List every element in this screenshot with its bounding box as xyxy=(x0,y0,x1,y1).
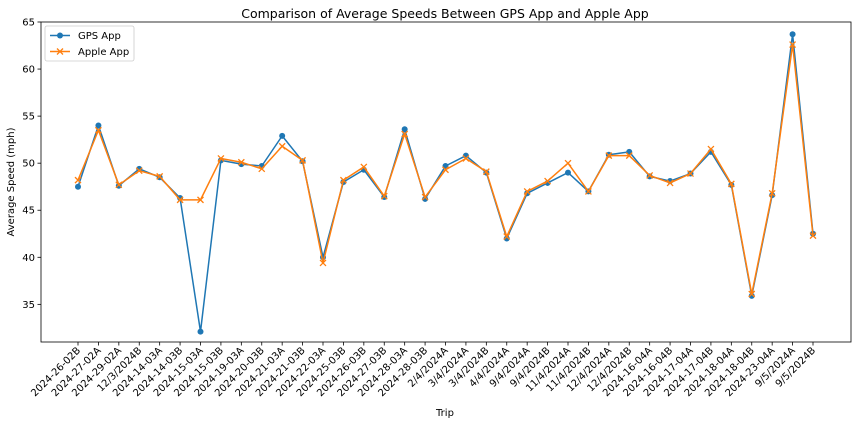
data-point xyxy=(646,171,654,179)
y-tick-label: 50 xyxy=(22,159,35,170)
data-point xyxy=(482,168,490,176)
data-point xyxy=(462,155,470,162)
data-point xyxy=(381,194,388,201)
data-point xyxy=(666,179,674,187)
data-point xyxy=(258,165,266,173)
data-point xyxy=(197,196,204,204)
plot-area xyxy=(40,21,852,343)
data-point xyxy=(565,169,571,176)
y-tick-label: 55 xyxy=(22,112,35,123)
data-point xyxy=(360,163,368,171)
data-point xyxy=(748,292,755,299)
data-point xyxy=(94,126,102,134)
data-point xyxy=(564,159,572,167)
data-point xyxy=(503,233,511,241)
x-axis: 2024-26-02B2024-27-02A2024-29-02A12/3/20… xyxy=(29,342,818,399)
data-point xyxy=(237,158,245,166)
data-point xyxy=(115,181,123,189)
data-point xyxy=(279,132,286,139)
data-point xyxy=(401,130,409,138)
y-tick-label: 45 xyxy=(22,206,35,217)
data-point xyxy=(727,180,735,188)
legend-gps-label: GPS App xyxy=(78,31,121,42)
series-gps-app xyxy=(75,31,816,335)
legend-gps-marker xyxy=(57,32,63,39)
data-point xyxy=(605,152,613,160)
data-point xyxy=(789,41,797,49)
data-point xyxy=(319,259,327,267)
data-point xyxy=(544,177,552,185)
data-point xyxy=(156,172,164,180)
data-point xyxy=(584,187,592,195)
data-point xyxy=(422,195,429,202)
y-tick-label: 65 xyxy=(22,18,35,29)
legend-apple-marker xyxy=(56,48,64,55)
data-point xyxy=(523,187,531,195)
x-axis-label: Trip xyxy=(435,408,454,419)
data-point xyxy=(299,156,307,164)
y-tick-label: 40 xyxy=(22,253,35,264)
data-point xyxy=(768,189,776,197)
y-axis: 35 40 45 50 55 60 65 xyxy=(22,18,41,311)
legend-apple-label: Apple App xyxy=(78,47,129,58)
data-point xyxy=(442,166,449,174)
data-point xyxy=(421,193,429,201)
data-point xyxy=(217,155,225,162)
y-tick-label: 60 xyxy=(22,65,35,76)
data-point xyxy=(707,145,715,153)
series-apple-app xyxy=(74,41,817,298)
y-axis-label: Average Speed (mph) xyxy=(6,127,17,236)
data-point xyxy=(339,176,347,184)
data-point xyxy=(75,183,81,190)
y-tick-label: 35 xyxy=(22,300,35,311)
data-point xyxy=(380,192,388,200)
series-layer xyxy=(74,31,817,335)
legend: GPS App Apple App xyxy=(44,25,135,62)
data-point xyxy=(625,152,633,160)
data-point xyxy=(687,170,694,177)
data-point xyxy=(176,196,184,204)
data-point xyxy=(135,167,143,175)
data-point xyxy=(197,328,204,335)
data-point xyxy=(136,165,143,172)
data-point xyxy=(95,122,102,129)
series-line xyxy=(77,33,814,333)
data-point xyxy=(809,232,817,240)
data-point xyxy=(748,290,756,298)
data-point xyxy=(278,142,286,150)
data-point xyxy=(503,235,510,242)
data-point xyxy=(74,176,82,184)
chart-title: Comparison of Average Speeds Between GPS… xyxy=(241,6,649,21)
data-point xyxy=(789,31,796,38)
data-point xyxy=(401,126,408,133)
